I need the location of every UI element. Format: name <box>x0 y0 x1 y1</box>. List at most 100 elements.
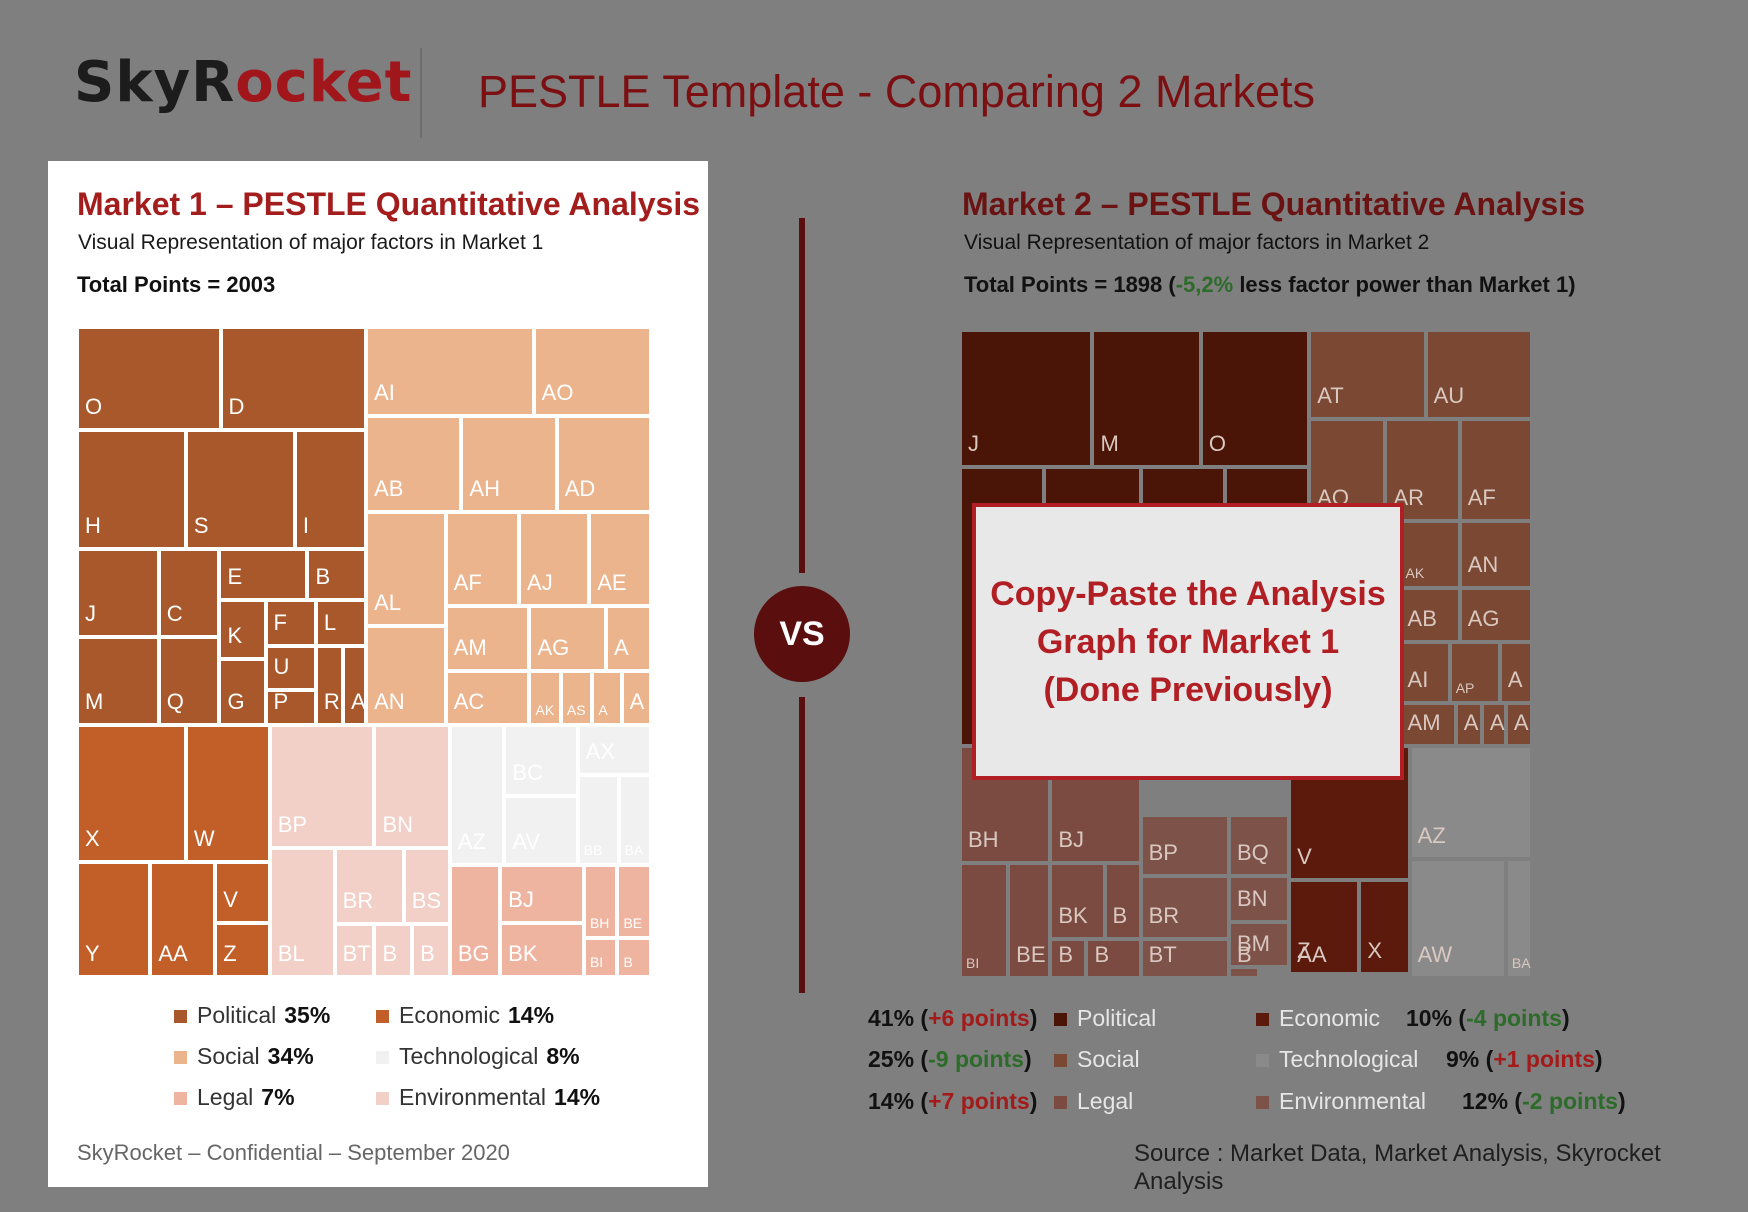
legend-swatch <box>1054 1096 1067 1110</box>
legend1-technological: Technological 8% <box>376 1043 580 1070</box>
treemap-tile: BT <box>334 923 375 977</box>
market1-title: Market 1 – PESTLE Quantitative Analysis <box>77 186 701 222</box>
legend2-technological: Technological <box>1256 1046 1418 1073</box>
legend-value: 35% <box>284 1002 331 1028</box>
treemap-tile: I <box>294 429 367 549</box>
legend2-legal-pct: 14% (+7 points) <box>868 1088 1038 1114</box>
market2-total-suffix: less factor power than Market 1) <box>1233 272 1576 297</box>
treemap-tile-label: BP <box>1148 840 1178 866</box>
treemap-tile: AK <box>529 671 561 725</box>
treemap-tile: J <box>960 330 1093 467</box>
legend-swatch <box>376 1092 389 1106</box>
treemap-tile: BP <box>1140 815 1229 877</box>
treemap-tile: BJ <box>500 865 584 923</box>
treemap-tile: AN <box>1459 520 1532 588</box>
legend2-economic: Economic <box>1256 1005 1380 1032</box>
treemap-tile-label: P <box>273 688 289 714</box>
treemap-tile-label: AZ <box>1417 822 1446 848</box>
treemap-tile: AH <box>461 415 557 513</box>
treemap-tile: S <box>185 429 295 549</box>
treemap-tile: BR <box>1140 876 1229 939</box>
treemap-tile: B <box>1104 863 1141 939</box>
legend-value: 8% <box>546 1043 580 1069</box>
treemap-tile: AZ <box>449 724 505 865</box>
market2-title: Market 2 – PESTLE Quantitative Analysis <box>962 186 1586 222</box>
treemap-tile: AO <box>533 327 651 416</box>
treemap-tile-label: A <box>598 701 608 718</box>
treemap-tile: BA <box>1505 858 1532 978</box>
treemap-tile: AB <box>1399 587 1460 643</box>
treemap-tile: A <box>1499 642 1532 703</box>
treemap-tile-label: Z <box>1297 937 1311 963</box>
treemap-tile-label: AP <box>1455 679 1475 696</box>
legend-swatch <box>1256 1054 1269 1068</box>
legend-change: -4 points <box>1466 1005 1562 1031</box>
legend-change: +1 points <box>1493 1046 1595 1072</box>
legend-change: +6 points <box>928 1005 1030 1031</box>
treemap-tile-label: BE <box>623 915 643 932</box>
treemap-tile-label: AU <box>1433 382 1465 408</box>
legend-value: 10% <box>1406 1005 1453 1031</box>
treemap-tile-label: BL <box>277 940 305 966</box>
treemap-tile-label: AG <box>537 635 570 661</box>
legend-label: Technological <box>399 1043 539 1069</box>
treemap-tile-label: AN <box>374 688 405 714</box>
treemap-tile-label: BR <box>1148 902 1180 928</box>
treemap-tile-label: AF <box>1467 484 1496 510</box>
treemap-tile-label: M <box>1100 430 1119 456</box>
legend-value: 41% <box>868 1005 915 1031</box>
treemap-tile: AA <box>150 861 216 977</box>
treemap-tile: Q <box>158 636 220 725</box>
treemap-tile-label: C <box>166 600 183 626</box>
treemap-tile: K <box>219 600 266 659</box>
treemap-tile: AT <box>1309 330 1426 419</box>
treemap-tile: B <box>307 548 367 601</box>
treemap-tile-label: L <box>323 610 337 636</box>
treemap-tile-label: B <box>1112 902 1128 928</box>
treemap-tile-label: BQ <box>1236 840 1269 866</box>
treemap-tile-label: A <box>629 688 645 714</box>
treemap-tile: BS <box>403 848 450 924</box>
legend-label: Social <box>197 1043 260 1069</box>
market2-subtitle: Visual Representation of major factors i… <box>964 231 1430 254</box>
treemap-tile-label: O <box>85 393 103 419</box>
legend-swatch <box>174 1010 187 1024</box>
treemap-tile-label: AI <box>374 379 395 405</box>
legend2-social-pct: 25% (-9 points) <box>868 1046 1032 1072</box>
treemap-tile: BL <box>269 848 335 977</box>
legend-swatch <box>376 1051 389 1065</box>
treemap-tile-label: BS <box>411 887 442 913</box>
treemap-tile: A <box>592 671 622 725</box>
legend-label: Technological <box>1279 1046 1419 1072</box>
treemap-tile: AB <box>366 415 462 513</box>
treemap-tile-label: A <box>1463 710 1479 736</box>
legend2-political-pct: 41% (+6 points) <box>868 1005 1038 1031</box>
treemap-tile-label: AT <box>1317 382 1344 408</box>
treemap-tile-label: BC <box>512 759 543 785</box>
page-title: PESTLE Template - Comparing 2 Markets <box>478 66 1316 117</box>
treemap-tile-label: G <box>227 688 245 714</box>
treemap-tile-label: K <box>227 622 243 648</box>
legend1-social: Social 34% <box>174 1043 314 1070</box>
legend-value: 34% <box>267 1043 314 1069</box>
legend-value: 14% <box>507 1002 555 1028</box>
treemap-tile: B <box>374 923 413 977</box>
vs-badge: VS <box>754 586 850 682</box>
treemap-tile-label: AM <box>1407 710 1441 736</box>
treemap-tile: AU <box>1425 330 1532 419</box>
treemap-tile-label: AX <box>585 738 616 764</box>
treemap-tile: O <box>77 327 221 430</box>
treemap-tile-label: B <box>315 564 331 590</box>
market1-footer: SkyRocket – Confidential – September 202… <box>77 1140 510 1165</box>
treemap-tile: A <box>621 671 651 725</box>
treemap-tile-label: BN <box>1236 885 1268 911</box>
legend-value: 7% <box>261 1084 295 1110</box>
treemap-tile: Z <box>215 922 270 977</box>
treemap-tile: X <box>77 724 186 862</box>
treemap-tile: A <box>1505 702 1532 747</box>
treemap-tile: G <box>219 658 266 725</box>
treemap-tile: B <box>617 938 651 977</box>
legend1-environmental: Environmental 14% <box>376 1084 600 1111</box>
market1-treemap: O D H S I J C E B K F L M Q G U P R A AI AO AB AH AD AL AN AF AJ AE A… <box>77 327 651 977</box>
treemap-tile: BQ <box>1228 815 1290 877</box>
